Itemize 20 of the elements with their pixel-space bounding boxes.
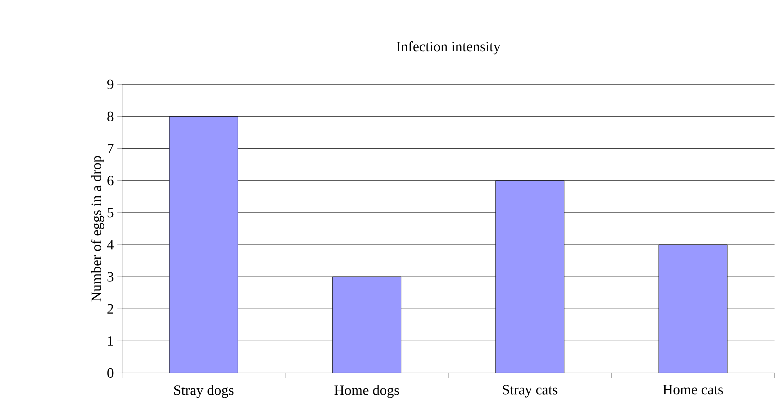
y-tick-label: 5 <box>108 208 114 218</box>
y-tick-label: 1 <box>108 336 114 346</box>
y-tick-label: 6 <box>108 176 114 186</box>
y-tick-label: 4 <box>107 240 114 250</box>
x-tick-label: Stray dogs <box>174 385 234 398</box>
y-tick-label: 9 <box>108 80 114 90</box>
chart-title: Infection intensity <box>396 41 501 54</box>
y-tick-label: 2 <box>108 304 114 314</box>
y-axis-title: Number of eggs in a drop <box>91 156 104 302</box>
x-tick-label: Home cats <box>663 385 724 394</box>
bar <box>496 180 565 374</box>
x-tick-label: Stray cats <box>503 385 558 398</box>
bar <box>169 116 238 374</box>
y-tick-label: 3 <box>108 272 114 282</box>
bar <box>658 244 728 374</box>
y-tick-label: 7 <box>108 144 114 154</box>
x-tick-label: Home dogs <box>334 385 400 398</box>
bar <box>332 276 402 374</box>
y-tick-label: 0 <box>108 368 114 378</box>
y-tick-label: 8 <box>108 112 114 122</box>
